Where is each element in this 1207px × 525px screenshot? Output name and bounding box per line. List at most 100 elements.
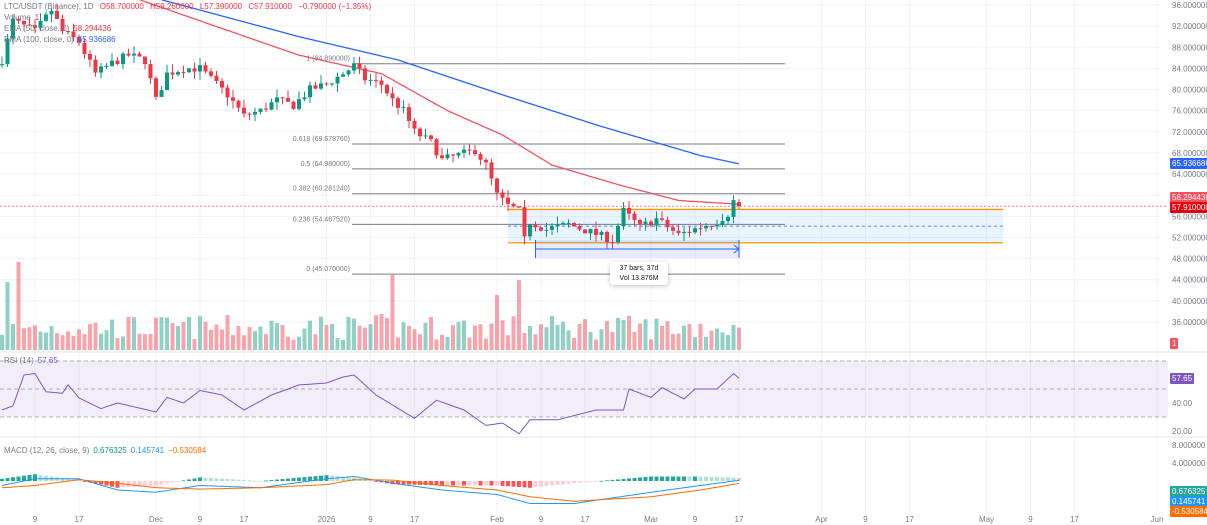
candle-body [577, 226, 582, 230]
macd-histogram-bar [489, 481, 494, 486]
candle-body [242, 107, 246, 114]
macd-histogram-bar [198, 477, 202, 481]
ohlc-high: H59.260000 [150, 2, 194, 11]
macd-histogram-bar [275, 479, 279, 481]
legend-macd[interactable]: MACD (12, 26, close, 9) 0.676325 0.145741−… [4, 446, 210, 455]
ohlc-open: O58.700000 [99, 2, 144, 11]
ema-lines [139, 0, 740, 205]
volume-bar [418, 334, 422, 350]
candle-body [154, 78, 158, 97]
legend-ema100[interactable]: EMA (100, close, 0) 65.936686 [4, 35, 120, 44]
candle-body [412, 120, 417, 129]
macd-histogram-bar [539, 481, 543, 487]
macd-histogram-bar [693, 476, 697, 481]
candle-body [704, 226, 708, 229]
candle-body [456, 152, 461, 156]
volume-bar [709, 330, 714, 350]
candle-body [258, 108, 263, 112]
volume-bar [616, 317, 620, 350]
macd-histogram-bar [715, 477, 719, 481]
volume-bar [682, 325, 686, 350]
macd-histogram-bar [154, 481, 158, 486]
candle-body [5, 38, 10, 65]
macd-histogram-bar [440, 481, 444, 486]
volume-bar [110, 319, 114, 350]
time-axis-label: 17 [581, 515, 590, 524]
time-axis-label: 9 [693, 515, 698, 524]
date-range-measure[interactable] [535, 240, 740, 258]
candle-body [253, 111, 257, 115]
time-axis-label: 17 [1070, 515, 1079, 524]
candle-body [687, 231, 692, 233]
legend-volume[interactable]: Volume 1 [4, 13, 43, 22]
macd-histogram-bar [143, 481, 147, 487]
price-axis-label: 96.000000 [1172, 1, 1207, 10]
volume-bar [588, 332, 593, 350]
time-axis-label: 9 [368, 515, 373, 524]
candle-body [27, 24, 32, 26]
candle-body [170, 72, 175, 75]
time-axis-label: 17 [410, 515, 419, 524]
volume-bar [572, 338, 576, 350]
legend-rsi[interactable]: RSI (14) 57.65 [4, 356, 62, 365]
volume-bar [236, 326, 241, 350]
candle-body [693, 228, 697, 233]
volume-bar [38, 331, 43, 350]
volume-bar [308, 320, 312, 350]
macd-histogram-bar [445, 481, 450, 486]
volume-bars [0, 262, 741, 350]
legend-symbol-row: LTC/USDT (Binance), 1D O58.700000 H59.26… [4, 2, 375, 11]
time-axis-label: 9 [1028, 515, 1033, 524]
macd-histogram-bar [176, 481, 180, 482]
volume-bar [170, 323, 175, 350]
volume-bar [176, 325, 180, 350]
candle-body [33, 25, 37, 28]
volume-bar [220, 329, 224, 350]
fibonacci-retracement[interactable]: 1 (84.890000) 0.618 (69.678760) 0.5 (64.98… [293, 56, 785, 275]
candle-body [225, 87, 230, 98]
range-box-drawing[interactable] [508, 208, 1003, 244]
candle-body [434, 139, 439, 156]
price-axis-label: 72.000000 [1172, 128, 1207, 137]
time-axis-label: 9 [863, 515, 868, 524]
fib-level-label: 1 (84.890000) [306, 56, 350, 63]
macd-histogram-bar [396, 481, 400, 485]
candle-body [368, 80, 373, 82]
macd-axis-label: 4.000000 [1172, 459, 1206, 468]
macd-histogram-bar [484, 481, 488, 486]
macd-histogram-bar [22, 475, 26, 481]
candle-body [357, 63, 362, 69]
macd-label: MACD (12, 26, close, 9) [4, 446, 90, 455]
macd-histogram-bar [159, 481, 164, 485]
macd-histogram-bar [132, 481, 136, 487]
candle-body [165, 72, 169, 91]
candle-body [407, 107, 411, 121]
candle-body [280, 97, 285, 99]
candle-body [104, 65, 109, 67]
candle-body [308, 85, 312, 98]
candle-body [467, 149, 472, 151]
volume-bar [82, 334, 87, 350]
macd-histogram-bar [676, 476, 681, 481]
candle-body [324, 83, 329, 85]
macd-histogram-bar [346, 477, 351, 481]
fib-level-label: 0.5 (64.980000) [301, 161, 350, 168]
legend-ema50[interactable]: EMA (50, close, 0) 58.294436 [4, 24, 115, 33]
symbol-title[interactable]: LTC/USDT (Binance), 1D [4, 2, 94, 11]
volume-bar [242, 335, 246, 350]
measure-arrowhead-icon [733, 244, 740, 254]
volume-bar [159, 317, 164, 350]
macd-histogram-bar [434, 481, 439, 486]
volume-bar [731, 325, 736, 350]
time-axis-label: Mar [644, 515, 658, 524]
candle-body [682, 231, 686, 234]
macd-histogram-bar [632, 477, 637, 481]
macd-histogram-bar [407, 481, 411, 485]
candle-body [484, 159, 488, 163]
price-axis-label: 88.000000 [1172, 43, 1207, 52]
candle-body [302, 97, 307, 100]
volume-bar [660, 325, 664, 350]
candle-body [198, 65, 202, 72]
time-axis-label: Feb [490, 515, 504, 524]
